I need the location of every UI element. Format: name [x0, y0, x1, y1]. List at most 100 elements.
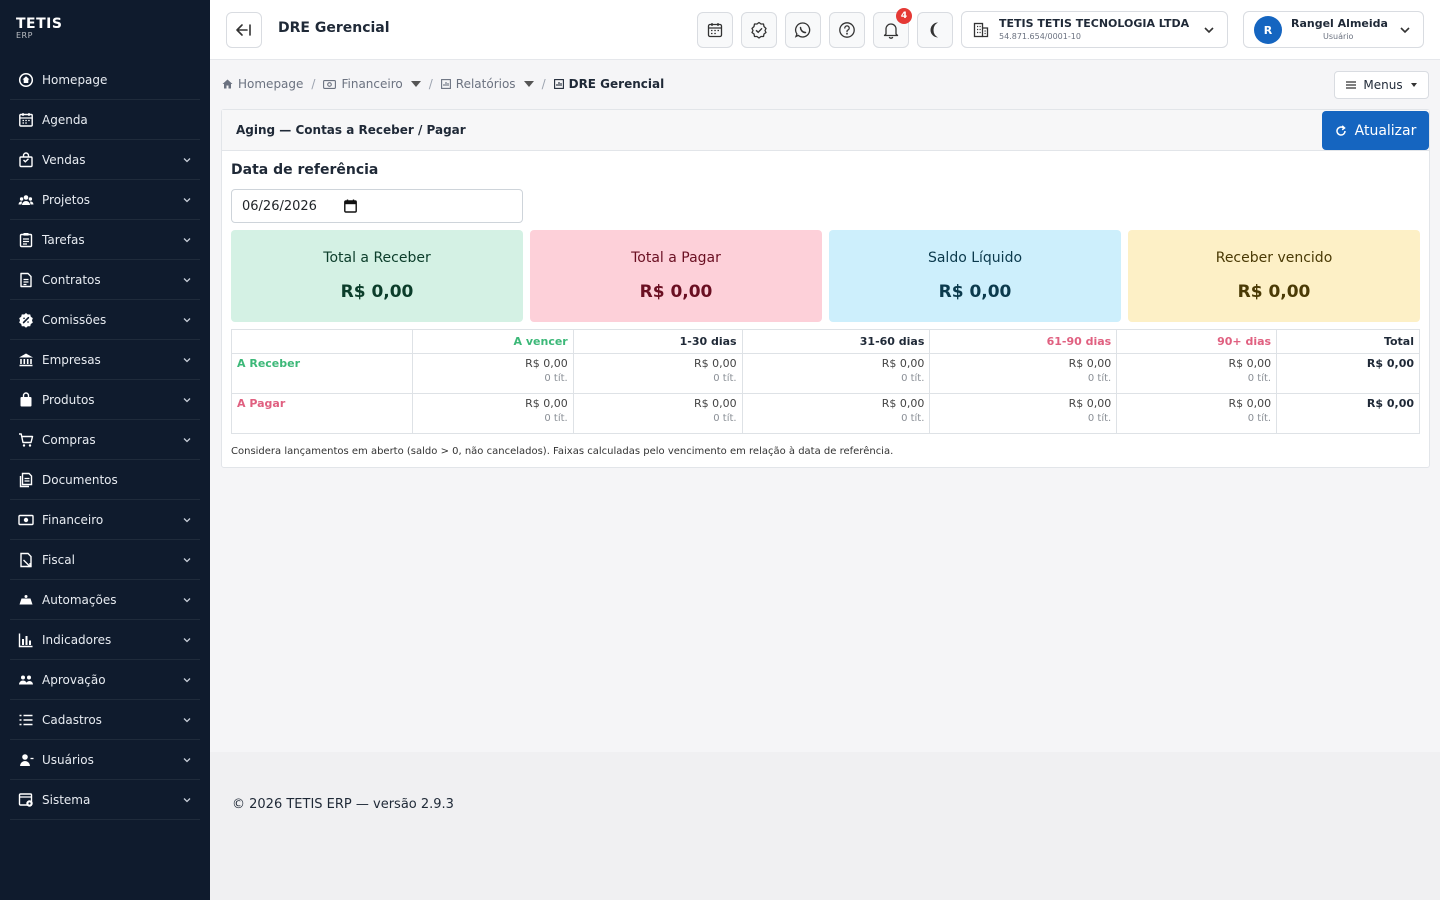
sidebar-item-label: Automações	[42, 592, 117, 607]
sidebar-item-aprovacao[interactable]: Aprovação	[10, 660, 200, 700]
cash-icon	[18, 512, 34, 528]
breadcrumb-home[interactable]: Homepage	[222, 77, 303, 91]
sidebar-item-label: Empresas	[42, 352, 101, 367]
sidebar-item-contratos[interactable]: Contratos	[10, 260, 200, 300]
stat-label: Total a Pagar	[631, 250, 721, 266]
sidebar-item-empresas[interactable]: Empresas	[10, 340, 200, 380]
chevron-down-icon	[182, 595, 192, 605]
sidebar-item-sistema[interactable]: Sistema	[10, 780, 200, 820]
sidebar-item-cadastros[interactable]: Cadastros	[10, 700, 200, 740]
breadcrumb-separator: /	[428, 77, 433, 91]
sidebar-item-financeiro[interactable]: Financeiro	[10, 500, 200, 540]
sidebar-item-agenda[interactable]: Agenda	[10, 100, 200, 140]
sidebar-item-label: Documentos	[42, 472, 118, 487]
receipt-icon	[18, 552, 34, 568]
column-header: 1-30 dias	[572, 329, 743, 354]
brand-logo[interactable]: TETIS ERP	[16, 16, 62, 40]
notifications-button[interactable]: 4	[873, 8, 912, 48]
reference-date-label: Data de referência	[231, 162, 379, 178]
collapse-sidebar-button[interactable]	[226, 12, 262, 48]
sidebar-item-fiscal[interactable]: Fiscal	[10, 540, 200, 580]
table-cell-total: R$ 0,00	[1276, 393, 1420, 434]
sidebar-item-label: Comissões	[42, 312, 107, 327]
help-icon	[839, 22, 855, 38]
table-cell: R$ 0,00 0 tít.	[1116, 393, 1278, 434]
caret-down-icon	[1410, 83, 1417, 87]
bank-icon	[18, 352, 34, 368]
footnote: Considera lançamentos em aberto (saldo >…	[231, 446, 894, 457]
chevron-down-icon	[182, 755, 192, 765]
sidebar-item-produtos[interactable]: Produtos	[10, 380, 200, 420]
aging-table: A vencer 1-30 dias 31-60 dias 61-90 dias 90+…	[231, 329, 1420, 434]
cell-amount: R$ 0,00	[1228, 357, 1272, 370]
user-menu[interactable]: R Rangel Almeida Usuário	[1243, 11, 1424, 48]
cell-count: 0 tít.	[1087, 373, 1112, 384]
theme-toggle-button[interactable]	[917, 12, 953, 48]
chevron-down-icon	[182, 315, 192, 325]
sidebar-item-tarefas[interactable]: Tarefas	[10, 220, 200, 260]
card-title: Aging — Contas a Receber / Pagar	[236, 123, 466, 137]
cell-count: 0 tít.	[713, 373, 737, 384]
sidebar-item-homepage[interactable]: Homepage	[10, 60, 200, 100]
sidebar-item-label: Sistema	[42, 792, 91, 807]
refresh-button[interactable]: Atualizar	[1322, 111, 1429, 150]
chevron-down-icon	[182, 515, 192, 525]
stat-card: Saldo Líquido R$ 0,00	[829, 230, 1121, 322]
refresh-label: Atualizar	[1354, 122, 1417, 139]
list-icon	[18, 712, 34, 728]
sidebar-item-projetos[interactable]: Projetos	[10, 180, 200, 220]
table-cell: R$ 0,00 0 tít.	[572, 353, 743, 394]
sidebar-item-comissoes[interactable]: Comissões	[10, 300, 200, 340]
stat-card: Total a Receber R$ 0,00	[231, 230, 523, 322]
clipboard-icon	[18, 232, 34, 248]
sidebar-item-label: Cadastros	[42, 712, 102, 727]
breadcrumb-separator: /	[541, 77, 546, 91]
brand-name: TETIS	[16, 16, 63, 32]
cell-amount: R$ 0,00	[1228, 397, 1272, 410]
badge-icon	[18, 312, 34, 328]
cell-count: 0 tít.	[901, 373, 925, 384]
settings-icon	[18, 792, 34, 808]
chevron-down-icon	[182, 395, 192, 405]
breadcrumb-relatorios[interactable]: Relatórios	[440, 77, 534, 91]
column-header: 61-90 dias	[929, 329, 1118, 354]
reference-date-input[interactable]: 06/26/2026	[231, 189, 523, 223]
table-row: A Pagar R$ 0,00 0 tít. R$ 0,00 0 tít. R$ 0,00…	[231, 393, 1420, 434]
help-button[interactable]	[829, 12, 865, 48]
chevron-down-icon	[182, 435, 192, 445]
sidebar-item-documentos[interactable]: Documentos	[10, 460, 200, 500]
files-icon	[18, 472, 34, 488]
cell-amount: R$ 0,00	[693, 357, 737, 370]
menus-dropdown-button[interactable]: Menus	[1334, 71, 1429, 99]
company-selector[interactable]: TETIS TETIS TECNOLOGIA LTDA 54.871.654/0…	[961, 11, 1228, 48]
row-total: R$ 0,00	[1366, 397, 1414, 410]
sidebar-item-label: Projetos	[42, 192, 91, 207]
breadcrumb-financeiro[interactable]: Financeiro	[323, 77, 421, 91]
breadcrumb-current: DRE Gerencial	[553, 77, 664, 91]
sidebar-item-label: Homepage	[42, 72, 108, 87]
sidebar-item-compras[interactable]: Compras	[10, 420, 200, 460]
team-icon	[18, 192, 34, 208]
robot-icon	[18, 592, 34, 608]
cell-count: 0 tít.	[544, 413, 568, 424]
cell-count: 0 tít.	[1247, 373, 1272, 384]
chevron-down-icon	[1204, 27, 1214, 34]
table-cell: R$ 0,00 0 tít.	[929, 393, 1118, 434]
sidebar-item-usuarios[interactable]: Usuários	[10, 740, 200, 780]
cell-amount: R$ 0,00	[525, 357, 568, 370]
sidebar-item-label: Compras	[42, 432, 96, 447]
approval-button[interactable]	[741, 12, 777, 48]
row-label: A Pagar	[231, 393, 413, 434]
sidebar-item-automacoes[interactable]: Automações	[10, 580, 200, 620]
table-cell: R$ 0,00 0 tít.	[411, 353, 574, 394]
calendar-picker-icon[interactable]	[344, 199, 357, 213]
arrow-left-bar-icon	[236, 24, 251, 36]
bell-icon	[883, 23, 899, 39]
stat-value: R$ 0,00	[639, 282, 713, 302]
sidebar-item-indicadores[interactable]: Indicadores	[10, 620, 200, 660]
stat-value: R$ 0,00	[340, 282, 414, 302]
row-label: A Receber	[231, 353, 413, 394]
calendar-button[interactable]	[697, 12, 733, 48]
sidebar-item-vendas[interactable]: Vendas	[10, 140, 200, 180]
whatsapp-button[interactable]	[785, 12, 821, 48]
